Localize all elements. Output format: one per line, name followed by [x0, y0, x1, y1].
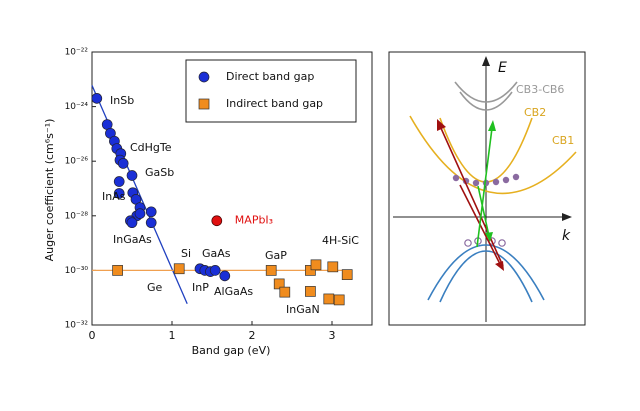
legend-label: Indirect band gap	[226, 97, 323, 110]
band-cb3	[454, 81, 518, 103]
data-point	[273, 278, 285, 290]
diagram-frame	[388, 51, 586, 326]
data-point	[265, 265, 277, 276]
band-vb1	[427, 244, 545, 301]
y-axis-label: Auger coefficient (cm⁶s⁻¹)	[43, 119, 56, 262]
data-point	[113, 188, 125, 199]
band-diagram: E k CB3-CB6 CB2 CB1	[388, 51, 586, 326]
point-annotation: InGaN	[286, 303, 320, 316]
electron	[472, 179, 480, 187]
point-annotation: InAs	[102, 190, 126, 203]
data-point	[305, 286, 316, 297]
y-tick-label: 10⁻²⁸	[65, 211, 89, 221]
band-vb2	[439, 250, 533, 303]
data-point	[91, 93, 103, 104]
data-point	[341, 269, 353, 280]
data-point	[323, 293, 335, 305]
plot-frame	[91, 51, 373, 326]
arrow-head	[488, 120, 496, 131]
data-point	[219, 270, 231, 282]
band-label: CB3-CB6	[516, 83, 564, 96]
y-tick-label: 10⁻²⁴	[65, 102, 89, 112]
data-point	[117, 158, 129, 169]
point-annotation: CdHgTe	[130, 141, 172, 154]
electron	[452, 174, 460, 182]
y-tick-label: 10⁻²²	[65, 48, 89, 58]
band-label: CB1	[552, 134, 574, 147]
axis-label-e: E	[498, 60, 507, 76]
transition-arrow	[476, 127, 493, 248]
y-tick-label: 10⁻³⁰	[65, 266, 89, 276]
arrow-head	[485, 232, 493, 242]
data-point	[126, 217, 138, 229]
arrow-head	[482, 56, 490, 66]
legend-marker	[198, 71, 210, 83]
data-point	[327, 261, 339, 273]
data-point	[113, 176, 125, 187]
arrow-head	[495, 261, 504, 271]
legend-marker	[198, 98, 210, 110]
arrow-head	[562, 213, 572, 221]
band-cb1	[409, 115, 577, 195]
hole	[498, 239, 506, 247]
point-annotation: InGaAs	[113, 233, 152, 246]
band-cb4	[459, 91, 513, 111]
data-point	[333, 294, 345, 306]
x-axis-label: Band gap (eV)	[192, 344, 271, 357]
point-annotation: Ge	[147, 281, 163, 294]
data-point	[305, 265, 316, 276]
data-point	[112, 265, 123, 276]
x-tick-label: 2	[249, 329, 256, 342]
data-point	[279, 286, 291, 298]
band-label: CB2	[524, 106, 546, 119]
point-annotation: GaAs	[202, 247, 231, 260]
point-annotation: GaP	[265, 249, 287, 262]
data-point	[173, 263, 185, 275]
hole	[464, 239, 472, 247]
transition-arrow	[477, 185, 490, 237]
data-point	[145, 217, 157, 229]
point-annotation: InSb	[110, 94, 134, 107]
data-point	[209, 265, 221, 276]
point-annotation: InP	[192, 281, 209, 294]
x-tick-label: 1	[169, 329, 176, 342]
arrow-head	[437, 119, 446, 131]
legend-label: Direct band gap	[226, 70, 314, 83]
point-annotation: GaSb	[145, 166, 174, 179]
point-annotation: AlGaAs	[214, 285, 253, 298]
data-point	[145, 206, 157, 218]
electron	[502, 176, 510, 184]
x-tick-label: 3	[329, 329, 336, 342]
data-point	[134, 208, 146, 219]
transition-arrow	[439, 125, 504, 267]
highlight-label: MAPbI₃	[235, 214, 273, 227]
electron	[512, 173, 520, 181]
y-tick-label: 10⁻²⁶	[65, 157, 89, 167]
highlight-point	[211, 215, 223, 227]
data-point	[126, 170, 138, 181]
point-annotation: Si	[181, 247, 191, 260]
legend-box	[185, 59, 357, 123]
electron	[492, 178, 500, 186]
point-annotation: 4H-SiC	[322, 234, 359, 247]
data-point	[310, 259, 322, 271]
y-tick-label: 10⁻³²	[65, 321, 89, 331]
axis-label-k: k	[562, 228, 571, 244]
x-tick-label: 0	[89, 329, 96, 342]
